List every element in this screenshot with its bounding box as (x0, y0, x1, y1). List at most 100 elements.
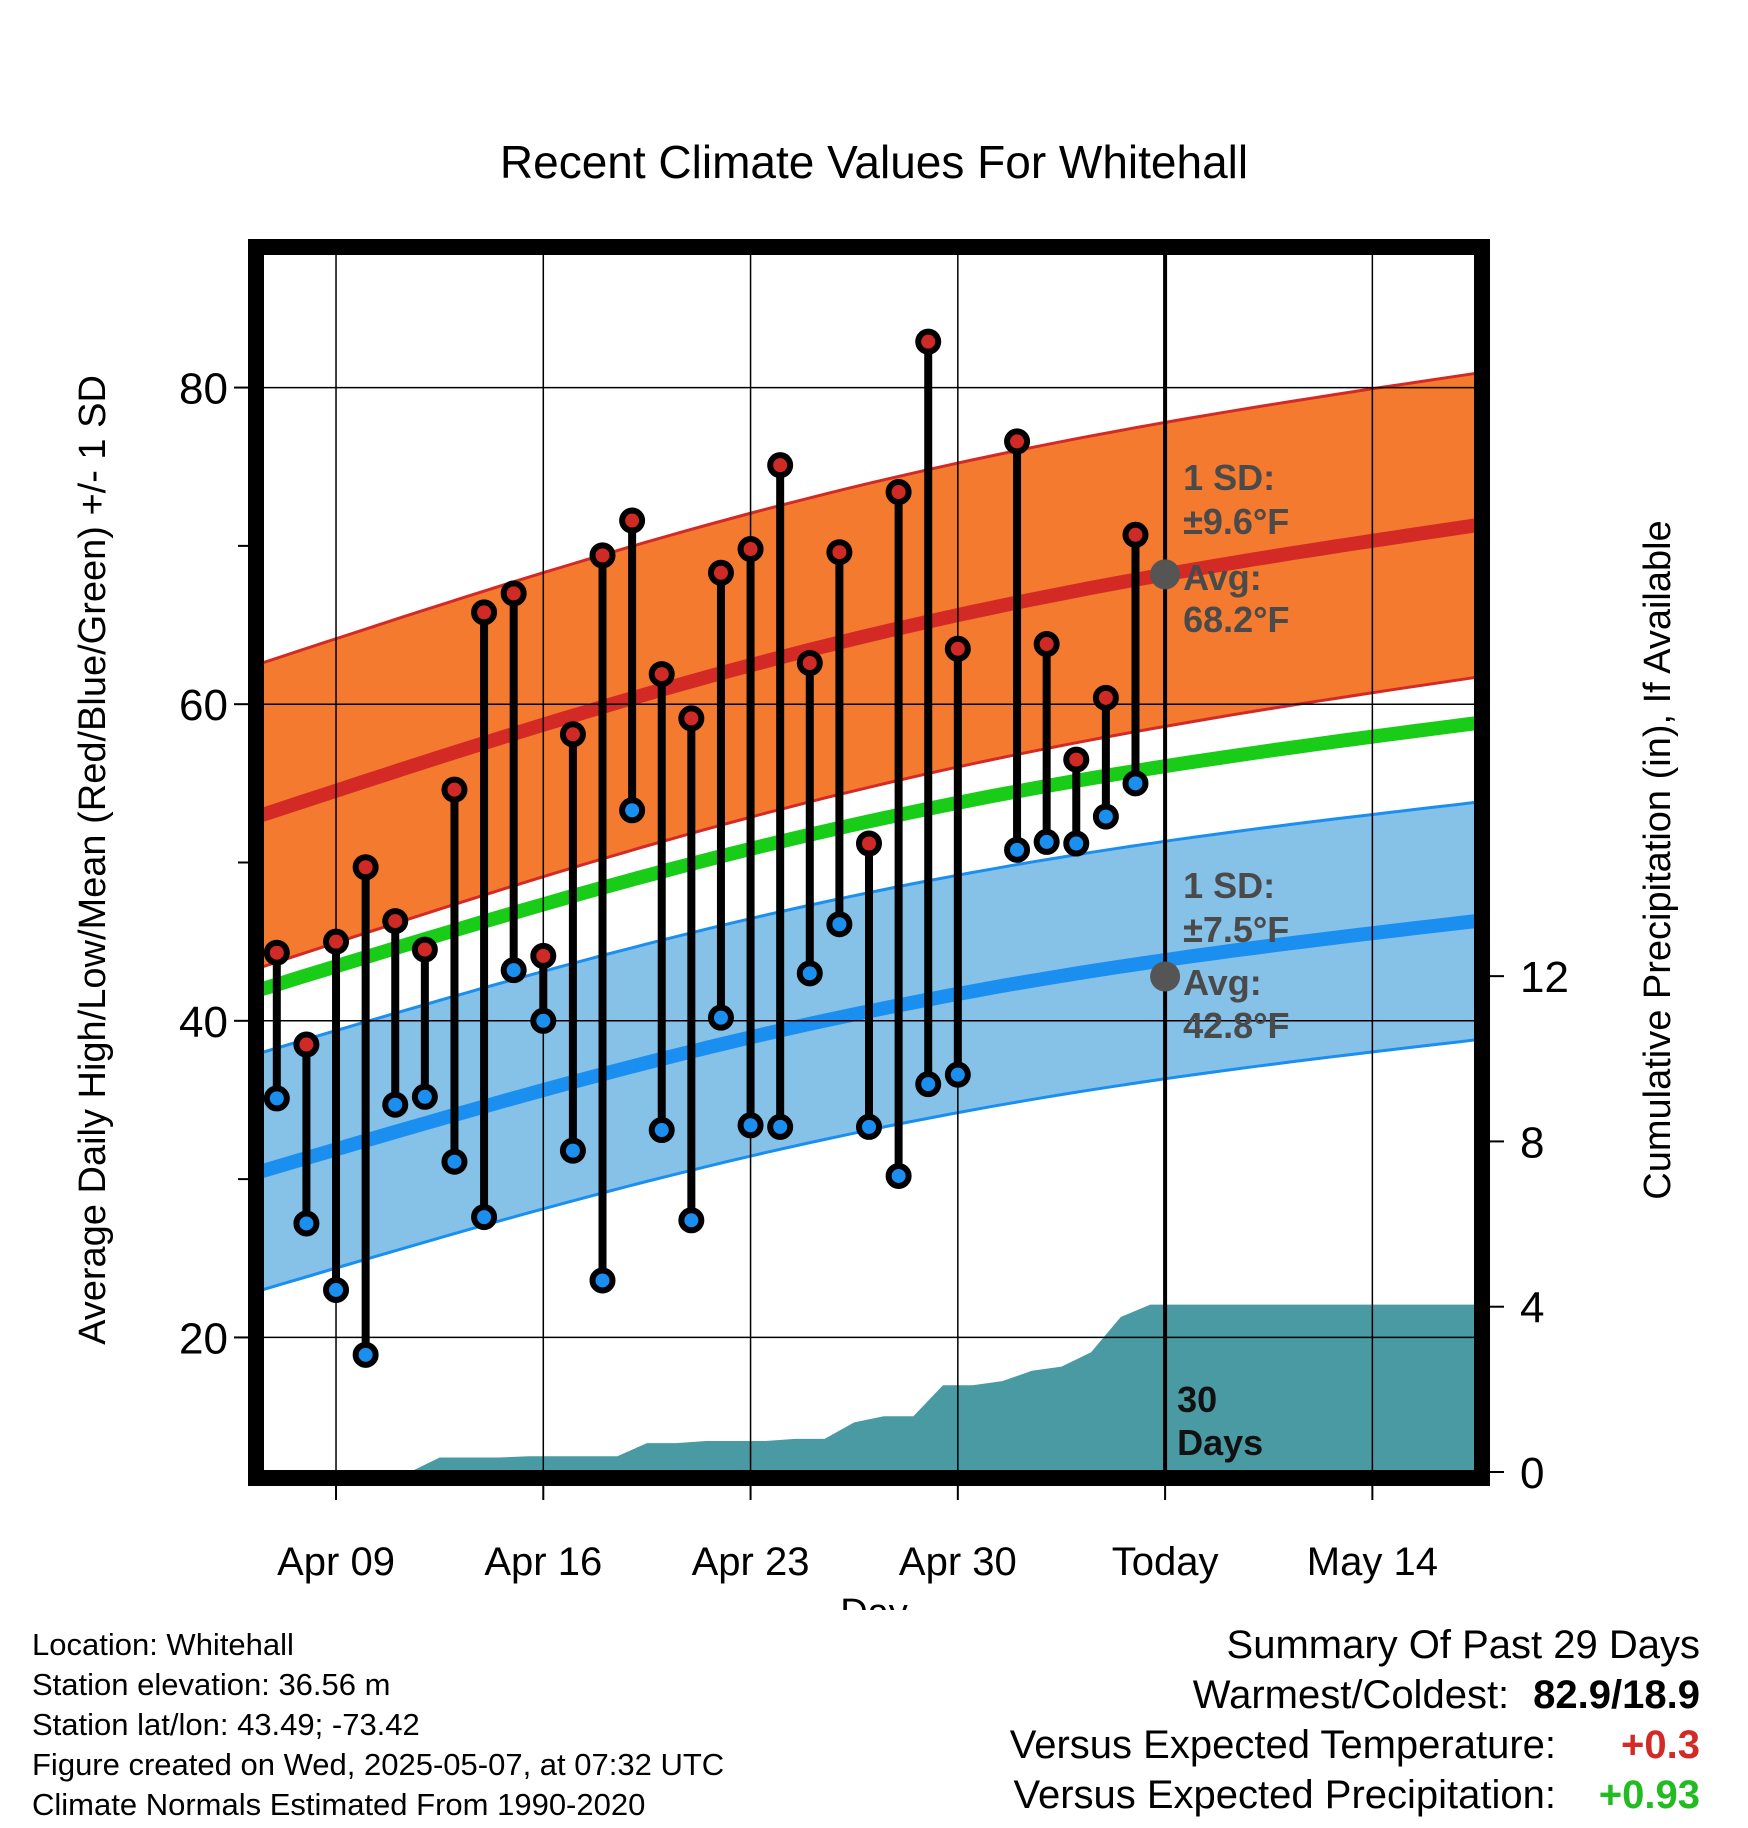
temp-value: +0.3 (1621, 1723, 1700, 1767)
high-band-lower-edge (261, 675, 1477, 969)
high-point (382, 908, 409, 935)
summary-panel: Summary Of Past 29 Days Warmest/Coldest:… (1010, 1620, 1700, 1820)
station-info: Location: Whitehall Station elevation: 3… (32, 1625, 724, 1825)
low-point (885, 1162, 912, 1189)
high-point (767, 452, 794, 479)
y-tick-label: 80 (179, 365, 228, 414)
high-band (262, 373, 1476, 967)
high-point (441, 776, 468, 803)
low-point (411, 1083, 438, 1110)
high-point (737, 536, 764, 563)
high-point (500, 580, 527, 607)
chart-title: Recent Climate Values For Whitehall (500, 136, 1248, 188)
high-point (707, 559, 734, 586)
low-point (1092, 803, 1119, 830)
high-point (263, 939, 290, 966)
high-point (1033, 631, 1060, 658)
today-high-marker (1150, 559, 1181, 590)
high-avg-label: Avg: (1183, 557, 1262, 598)
precip-tick-label: 12 (1520, 953, 1569, 1002)
station-elevation: Station elevation: 36.56 m (32, 1667, 391, 1702)
precip-row: Versus Expected Precipitation: +0.93 (1010, 1770, 1700, 1820)
high-point (678, 705, 705, 732)
precip-tick-label: 4 (1520, 1284, 1544, 1333)
today-label-line2: Days (1177, 1422, 1263, 1463)
high-point (1004, 428, 1031, 455)
high-point (293, 1031, 320, 1058)
low-point (826, 911, 853, 938)
precip-area (380, 1304, 1476, 1472)
low-point (263, 1085, 290, 1112)
x-tick-label: Today (1112, 1540, 1219, 1584)
high-sd-label: 1 SD: (1183, 457, 1275, 498)
low-point (707, 1004, 734, 1031)
high-point (559, 721, 586, 748)
warmest-coldest-row: Warmest/Coldest: 82.9/18.9 (1010, 1670, 1700, 1720)
low-point (767, 1113, 794, 1140)
low-point (559, 1137, 586, 1164)
low-point (1033, 828, 1060, 855)
high-point (411, 936, 438, 963)
precip-label: Versus Expected Precipitation: (1013, 1773, 1556, 1817)
low-point (619, 797, 646, 824)
high-point (648, 661, 675, 688)
low-point (648, 1117, 675, 1144)
low-point (678, 1207, 705, 1234)
high-point (915, 328, 942, 355)
low-point (796, 960, 823, 987)
high-point (856, 830, 882, 857)
high-point (589, 542, 616, 569)
low-point (323, 1276, 350, 1303)
y-tick-label: 40 (179, 998, 228, 1047)
warmest-coldest-label: Warmest/Coldest: (1192, 1673, 1510, 1717)
figure-created: Figure created on Wed, 2025-05-07, at 07… (32, 1747, 725, 1782)
low-point (737, 1112, 764, 1139)
high-band-upper-edge (261, 371, 1477, 665)
y-axis-label-right: Cumulative Precipitation (in), If Availa… (1637, 520, 1679, 1199)
low-point (589, 1267, 616, 1294)
low-sd-value: ±7.5°F (1183, 909, 1289, 950)
mean-normal-line (259, 716, 1477, 996)
low-avg-label: Avg: (1183, 962, 1262, 1003)
plot-frame (248, 239, 1490, 1486)
low-point (382, 1091, 409, 1118)
y-tick-label: 20 (179, 1314, 228, 1363)
station-location: Location: Whitehall (32, 1627, 294, 1662)
low-point (1004, 836, 1031, 863)
high-point (796, 650, 823, 677)
low-avg-value: 42.8°F (1183, 1005, 1289, 1046)
x-tick-label: Apr 23 (692, 1540, 810, 1584)
high-point (885, 479, 912, 506)
warmest-coldest-value: 82.9/18.9 (1533, 1673, 1700, 1717)
high-point (944, 635, 971, 662)
high-point (471, 599, 498, 626)
low-point (944, 1061, 971, 1088)
low-point (1122, 770, 1149, 797)
low-point (352, 1341, 379, 1368)
precip-value: +0.93 (1598, 1773, 1700, 1817)
high-sd-value: ±9.6°F (1183, 501, 1289, 542)
low-point (441, 1148, 468, 1175)
high-avg-value: 68.2°F (1183, 599, 1289, 640)
temp-row: Versus Expected Temperature: +0.3 (1010, 1720, 1700, 1770)
today-low-marker (1150, 961, 1181, 992)
high-point (1063, 746, 1090, 773)
high-normal-line (259, 518, 1478, 822)
low-point (915, 1071, 942, 1098)
high-point (826, 539, 853, 566)
y-tick-label: 60 (179, 681, 228, 730)
low-point (500, 957, 527, 984)
high-point (619, 507, 646, 534)
station-latlon: Station lat/lon: 43.49; -73.42 (32, 1707, 420, 1742)
x-axis-label: Day (840, 1592, 908, 1610)
x-tick-label: Apr 16 (484, 1540, 602, 1584)
low-point (856, 1113, 882, 1140)
temp-label: Versus Expected Temperature: (1009, 1723, 1556, 1767)
y-axis-label-left: Average Daily High/Low/Mean (Red/Blue/Gr… (72, 375, 114, 1345)
high-point (530, 942, 557, 969)
low-point (1063, 830, 1090, 857)
summary-title: Summary Of Past 29 Days (1226, 1623, 1700, 1667)
x-tick-label: Apr 30 (899, 1540, 1017, 1584)
climate-chart: Recent Climate Values For Whitehall 1 SD… (72, 136, 1679, 1610)
x-tick-label: Apr 09 (277, 1540, 395, 1584)
